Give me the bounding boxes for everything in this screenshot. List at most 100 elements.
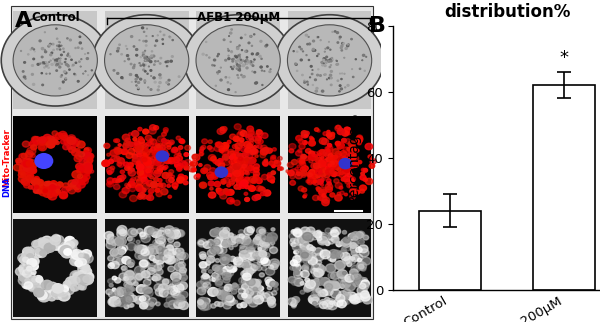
Circle shape bbox=[52, 234, 60, 242]
Circle shape bbox=[317, 288, 323, 292]
Circle shape bbox=[170, 228, 180, 236]
Circle shape bbox=[151, 55, 152, 57]
Circle shape bbox=[323, 58, 325, 59]
Circle shape bbox=[40, 291, 49, 299]
Circle shape bbox=[354, 294, 364, 302]
Circle shape bbox=[145, 162, 151, 166]
Circle shape bbox=[269, 247, 278, 253]
Circle shape bbox=[131, 288, 135, 291]
Circle shape bbox=[142, 54, 145, 56]
Circle shape bbox=[170, 272, 181, 281]
Circle shape bbox=[326, 56, 328, 58]
Circle shape bbox=[351, 39, 352, 40]
Circle shape bbox=[139, 192, 143, 196]
Circle shape bbox=[349, 143, 354, 147]
Circle shape bbox=[302, 141, 307, 145]
Circle shape bbox=[20, 166, 28, 173]
Circle shape bbox=[45, 189, 52, 194]
Circle shape bbox=[125, 260, 130, 264]
Circle shape bbox=[153, 232, 160, 238]
Circle shape bbox=[30, 169, 35, 174]
Circle shape bbox=[43, 188, 48, 193]
Circle shape bbox=[228, 58, 230, 60]
Circle shape bbox=[131, 177, 136, 181]
Circle shape bbox=[236, 64, 239, 66]
Circle shape bbox=[237, 60, 238, 62]
Circle shape bbox=[82, 272, 94, 282]
Circle shape bbox=[223, 267, 230, 273]
Circle shape bbox=[194, 175, 200, 179]
Circle shape bbox=[78, 264, 89, 274]
Circle shape bbox=[250, 36, 251, 37]
Circle shape bbox=[49, 187, 56, 192]
Circle shape bbox=[145, 40, 147, 42]
Circle shape bbox=[41, 236, 53, 246]
Circle shape bbox=[224, 293, 233, 300]
Circle shape bbox=[328, 162, 335, 168]
Circle shape bbox=[142, 170, 147, 174]
Circle shape bbox=[245, 297, 252, 303]
Circle shape bbox=[357, 231, 365, 238]
Circle shape bbox=[142, 152, 146, 156]
Circle shape bbox=[151, 229, 161, 237]
Circle shape bbox=[314, 269, 323, 277]
Circle shape bbox=[121, 288, 130, 295]
Circle shape bbox=[326, 179, 331, 183]
Circle shape bbox=[139, 285, 149, 294]
Circle shape bbox=[341, 239, 349, 246]
Circle shape bbox=[71, 149, 80, 156]
Circle shape bbox=[236, 64, 238, 65]
Circle shape bbox=[331, 162, 335, 166]
Circle shape bbox=[167, 173, 172, 177]
Circle shape bbox=[255, 145, 259, 148]
Circle shape bbox=[124, 271, 135, 280]
Circle shape bbox=[166, 252, 172, 257]
Circle shape bbox=[182, 278, 186, 281]
Circle shape bbox=[328, 163, 333, 168]
Circle shape bbox=[128, 262, 134, 267]
Circle shape bbox=[176, 230, 185, 237]
Circle shape bbox=[137, 245, 148, 254]
Circle shape bbox=[251, 45, 253, 46]
Circle shape bbox=[358, 261, 364, 266]
Circle shape bbox=[317, 237, 322, 241]
Circle shape bbox=[218, 236, 228, 244]
Circle shape bbox=[336, 242, 342, 247]
Circle shape bbox=[329, 162, 335, 167]
Circle shape bbox=[238, 258, 242, 262]
Circle shape bbox=[330, 257, 336, 262]
Circle shape bbox=[22, 179, 30, 186]
Circle shape bbox=[223, 302, 232, 309]
Circle shape bbox=[71, 285, 77, 291]
Circle shape bbox=[44, 51, 47, 53]
Circle shape bbox=[325, 61, 327, 62]
Circle shape bbox=[127, 55, 128, 56]
Circle shape bbox=[299, 231, 305, 236]
Circle shape bbox=[242, 262, 249, 268]
Circle shape bbox=[317, 236, 328, 245]
Circle shape bbox=[343, 156, 346, 159]
Circle shape bbox=[81, 176, 88, 182]
Circle shape bbox=[310, 232, 319, 240]
Circle shape bbox=[199, 252, 206, 257]
Circle shape bbox=[139, 193, 145, 198]
Circle shape bbox=[171, 231, 181, 239]
Circle shape bbox=[42, 49, 43, 50]
Circle shape bbox=[341, 50, 343, 51]
Circle shape bbox=[158, 144, 162, 146]
Circle shape bbox=[115, 289, 124, 296]
Circle shape bbox=[317, 36, 319, 38]
Circle shape bbox=[136, 146, 141, 150]
Circle shape bbox=[295, 255, 301, 260]
Circle shape bbox=[314, 303, 320, 307]
Circle shape bbox=[21, 172, 28, 178]
Circle shape bbox=[293, 51, 294, 52]
Circle shape bbox=[220, 67, 221, 68]
Circle shape bbox=[301, 227, 310, 235]
Circle shape bbox=[32, 277, 39, 283]
Circle shape bbox=[33, 49, 35, 50]
Circle shape bbox=[142, 251, 151, 259]
Circle shape bbox=[172, 248, 179, 255]
Circle shape bbox=[218, 270, 221, 273]
Circle shape bbox=[326, 165, 333, 171]
